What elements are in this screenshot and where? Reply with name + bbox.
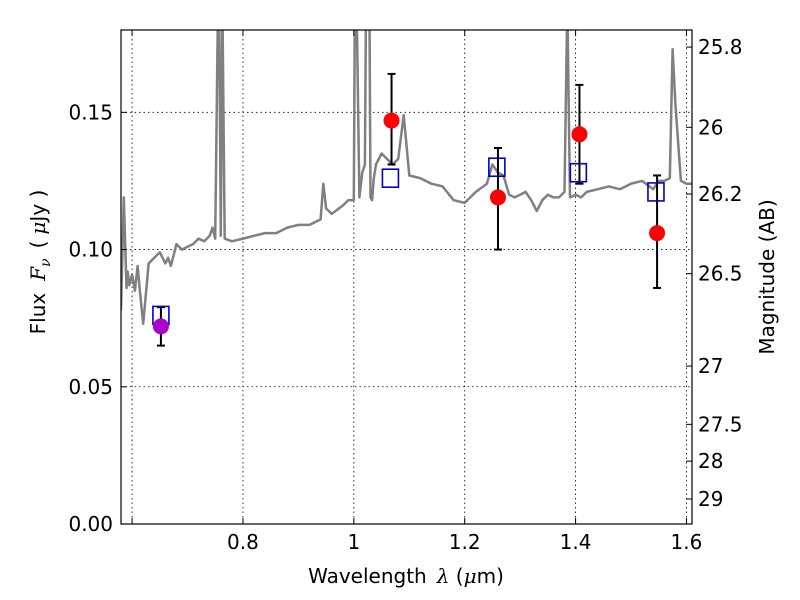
- y2-tick-label: 25.8: [698, 35, 743, 59]
- y-axis-title-text: Flux: [26, 293, 50, 335]
- y2-tick-label: 26.2: [698, 182, 743, 206]
- y-tick-label: 0.00: [68, 512, 113, 536]
- x-axis-title-unit-mu: μ: [464, 564, 477, 588]
- observed-marker: [489, 189, 506, 206]
- y-axis-title-symbol: F: [26, 266, 50, 282]
- y-tick-label: 0.10: [68, 238, 113, 262]
- x-tick-label: 1.4: [560, 530, 592, 554]
- y-axis-ticks: 0.00 0.05 0.10 0.15: [68, 100, 127, 536]
- observed-marker: [383, 112, 400, 129]
- x-axis-title-symbol: λ: [436, 564, 450, 588]
- y-axis-title: Flux Fν ( μJy ): [26, 190, 54, 335]
- plot-area: [121, 30, 692, 325]
- model-marker: [488, 157, 506, 178]
- y2-tick-label: 26.5: [698, 262, 743, 286]
- y2-axis-title: Magnitude (AB): [755, 199, 779, 354]
- spectrum-line: [121, 30, 692, 325]
- x-axis-title: Wavelength λ (μm): [308, 564, 504, 588]
- x-axis-ticks: 0.8 1 1.2 1.4 1.6: [131, 30, 703, 554]
- x-tick-label: 1.2: [449, 530, 481, 554]
- observed-marker: [571, 126, 588, 143]
- y2-tick-label: 26: [698, 115, 723, 139]
- observed-marker: [649, 225, 666, 242]
- x-tick-label: 1.6: [671, 530, 703, 554]
- x-axis-title-text: Wavelength: [308, 564, 427, 588]
- y-axis-title-unit-mu: μ: [26, 222, 50, 235]
- plot-background: [121, 30, 692, 524]
- y2-tick-label: 27: [698, 354, 723, 378]
- y2-tick-label: 29: [698, 487, 723, 511]
- plot-frame: [120, 29, 693, 525]
- x-axis-title-unit-open: (: [449, 564, 463, 588]
- observed-marker: [152, 318, 169, 335]
- model-marker: [647, 182, 665, 202]
- y-axis-title-unit-open: (: [26, 241, 50, 249]
- y-tick-label: 0.15: [68, 100, 113, 124]
- x-tick-label: 1: [347, 530, 360, 554]
- x-tick-label: 0.8: [227, 530, 259, 554]
- model-marker: [569, 162, 588, 183]
- y2-tick-label: 28: [698, 449, 723, 473]
- y2-axis-ticks: 25.8 26 26.2 26.5 27 27.5 28 29: [686, 35, 743, 511]
- y2-tick-label: 27.5: [698, 412, 743, 436]
- x-axis-title-unit-close: m): [477, 564, 504, 588]
- y-axis-title-subscript: ν: [38, 258, 54, 267]
- y-axis-title-unit-close: Jy ): [26, 190, 50, 224]
- observed-markers: [152, 112, 666, 335]
- model-marker: [381, 168, 400, 188]
- y-tick-label: 0.05: [68, 375, 113, 399]
